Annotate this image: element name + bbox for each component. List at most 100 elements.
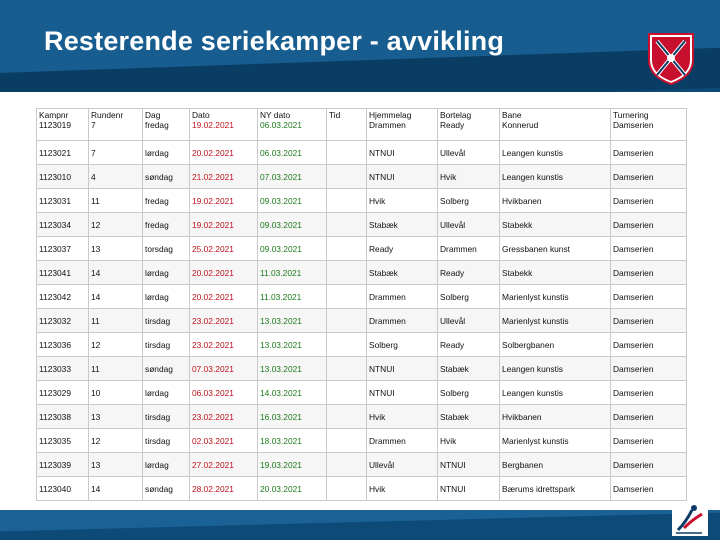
cell-hjemmelag: Stabæk	[366, 212, 438, 237]
cell-dag: tirsdag	[142, 332, 190, 357]
cell-ny-dato: 16.03.2021	[257, 404, 327, 429]
cell-tid	[326, 452, 367, 477]
cell-turnering: Damserien	[610, 236, 687, 261]
table-row: 1123034 12 fredag 19.02.2021 09.03.2021 Stabæ…	[36, 212, 687, 237]
cell-kampnr: 1123010	[36, 164, 89, 189]
cell-dato: 07.03.2021	[189, 356, 258, 381]
cell-kampnr: 1123038	[36, 404, 89, 429]
cell-hjemmelag: Drammen	[366, 308, 438, 333]
cell-kampnr: Kampnr 1123019	[36, 108, 89, 141]
table-row: 1123031 11 fredag 19.02.2021 09.03.2021 Hvik S…	[36, 188, 687, 213]
cell-hjemmelag: Ullevål	[366, 452, 438, 477]
cell-turnering: Damserien	[610, 140, 687, 165]
cell-bane: Leangen kunstis	[499, 380, 611, 405]
cell-ny-dato: 07.03.2021	[257, 164, 327, 189]
slide-footer	[0, 510, 720, 540]
table-row: 1123033 11 søndag 07.03.2021 13.03.2021 NTNUI…	[36, 356, 687, 381]
cell-tid	[326, 308, 367, 333]
skater-logo-icon	[672, 502, 708, 536]
cell-rundenr: 12	[88, 428, 143, 453]
cell-rundenr: 7	[88, 140, 143, 165]
cell-dag: lørdag	[142, 452, 190, 477]
cell-dag: tirsdag	[142, 428, 190, 453]
cell-dato: 20.02.2021	[189, 284, 258, 309]
cell-bane: Leangen kunstis	[499, 140, 611, 165]
cell-bane: Hvikbanen	[499, 404, 611, 429]
cell-ny-dato: 13.03.2021	[257, 308, 327, 333]
first-ny-dato: 06.03.2021	[260, 120, 302, 130]
cell-turnering: Damserien	[610, 308, 687, 333]
table-row: 1123037 13 torsdag 25.02.2021 09.03.2021 Read…	[36, 236, 687, 261]
header-rundenr: Rundenr	[91, 110, 124, 120]
cell-rundenr: 12	[88, 332, 143, 357]
cell-hjemmelag: Ready	[366, 236, 438, 261]
table-row: 1123036 12 tirsdag 23.02.2021 13.03.2021 Solb…	[36, 332, 687, 357]
cell-kampnr: 1123021	[36, 140, 89, 165]
cell-kampnr: 1123036	[36, 332, 89, 357]
cell-ny-dato: 14.03.2021	[257, 380, 327, 405]
cell-bortelag: Ullevål	[437, 212, 500, 237]
cell-ny-dato: 09.03.2021	[257, 236, 327, 261]
cell-turnering: Damserien	[610, 356, 687, 381]
cell-dag: lørdag	[142, 284, 190, 309]
cell-bortelag: Drammen	[437, 236, 500, 261]
table-row: 1123021 7 lørdag 20.02.2021 06.03.2021 NTNUI U…	[36, 140, 687, 165]
cell-dag: tirsdag	[142, 404, 190, 429]
cell-tid	[326, 260, 367, 285]
table-header-row: Kampnr 1123019 Rundenr 7 Dag fredag Dato 19.…	[36, 108, 687, 141]
cell-bortelag: Ready	[437, 332, 500, 357]
table-row: 1123032 11 tirsdag 23.02.2021 13.03.2021 Dram…	[36, 308, 687, 333]
cell-tid	[326, 140, 367, 165]
cell-tid	[326, 404, 367, 429]
cell-dag: søndag	[142, 476, 190, 501]
cell-kampnr: 1123039	[36, 452, 89, 477]
header-dag: Dag	[145, 110, 161, 120]
cell-hjemmelag: Drammen	[366, 428, 438, 453]
cell-bortelag: NTNUI	[437, 452, 500, 477]
cell-bane: Marienlyst kunstis	[499, 428, 611, 453]
cell-ny-dato: 13.03.2021	[257, 332, 327, 357]
cell-dag: tirsdag	[142, 308, 190, 333]
cell-bortelag: Hvik	[437, 428, 500, 453]
cell-tid	[326, 476, 367, 501]
cell-bortelag: Solberg	[437, 188, 500, 213]
cell-hjemmelag: Solberg	[366, 332, 438, 357]
cell-bortelag: Stabæk	[437, 356, 500, 381]
cell-dato: 23.02.2021	[189, 332, 258, 357]
header-tid: Tid	[329, 110, 341, 120]
cell-dato: 19.02.2021	[189, 188, 258, 213]
slide-title: Resterende seriekamper - avvikling	[44, 26, 505, 56]
cell-rundenr: 11	[88, 188, 143, 213]
cell-tid	[326, 236, 367, 261]
cell-turnering: Turnering Damserien	[610, 108, 687, 141]
table-row: 1123035 12 tirsdag 02.03.2021 18.03.2021 Dram…	[36, 428, 687, 453]
cell-ny-dato: 06.03.2021	[257, 140, 327, 165]
cell-ny-dato: 09.03.2021	[257, 188, 327, 213]
cell-rundenr: 11	[88, 308, 143, 333]
cell-hjemmelag: Hjemmelag Drammen	[366, 108, 438, 141]
cell-dato: 02.03.2021	[189, 428, 258, 453]
cell-rundenr: 13	[88, 404, 143, 429]
cell-bane: Gressbanen kunst	[499, 236, 611, 261]
cell-tid	[326, 212, 367, 237]
table-row: 1123042 14 lørdag 20.02.2021 11.03.2021 Dramm…	[36, 284, 687, 309]
first-dag: fredag	[145, 120, 169, 130]
cell-turnering: Damserien	[610, 164, 687, 189]
cell-dato: Dato 19.02.2021	[189, 108, 258, 141]
cell-kampnr: 1123032	[36, 308, 89, 333]
cell-ny-dato: 11.03.2021	[257, 284, 327, 309]
cell-bane: Hvikbanen	[499, 188, 611, 213]
match-table-body: Kampnr 1123019 Rundenr 7 Dag fredag Dato 19.…	[36, 108, 687, 501]
table-row: 1123039 13 lørdag 27.02.2021 19.03.2021 Ullev…	[36, 452, 687, 477]
cell-kampnr: 1123042	[36, 284, 89, 309]
cell-kampnr: 1123029	[36, 380, 89, 405]
header-bane: Bane	[502, 110, 522, 120]
cell-rundenr: 12	[88, 212, 143, 237]
cell-tid	[326, 356, 367, 381]
cell-bortelag: Hvik	[437, 164, 500, 189]
cell-rundenr: 14	[88, 260, 143, 285]
cell-rundenr: 14	[88, 284, 143, 309]
cell-kampnr: 1123035	[36, 428, 89, 453]
cell-tid	[326, 332, 367, 357]
cell-dato: 25.02.2021	[189, 236, 258, 261]
